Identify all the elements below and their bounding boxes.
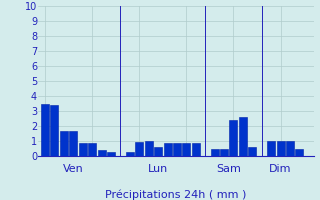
Bar [239,117,247,156]
Bar [220,148,228,156]
Text: Sam: Sam [216,164,241,174]
Bar [267,141,275,156]
Bar [164,143,172,156]
Bar [211,148,219,156]
Bar [69,130,77,156]
Bar [145,141,153,156]
Bar [173,142,181,156]
Bar [51,105,59,156]
Bar [295,148,303,156]
Bar [135,142,143,156]
Bar [229,120,237,156]
Bar [248,147,256,156]
Bar [182,142,190,156]
Bar [41,104,49,156]
Bar [60,130,68,156]
Bar [98,150,106,156]
Bar [286,141,294,156]
Bar [154,147,162,156]
Bar [107,152,115,156]
Bar [276,141,284,156]
Bar [126,152,134,156]
Bar [79,142,87,156]
Text: Dim: Dim [269,164,292,174]
Text: Précipitations 24h ( mm ): Précipitations 24h ( mm ) [105,189,247,200]
Text: Ven: Ven [63,164,84,174]
Bar [192,142,200,156]
Bar [88,143,96,156]
Text: Lun: Lun [148,164,168,174]
